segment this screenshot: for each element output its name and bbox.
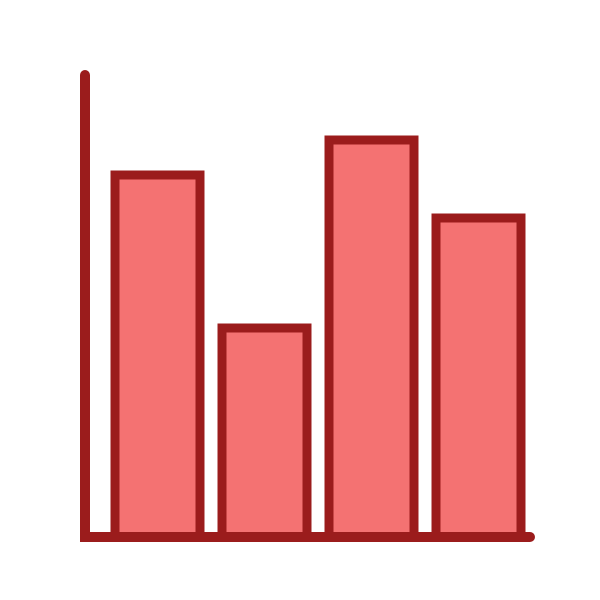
bar-chart-svg bbox=[0, 0, 600, 600]
bar-4 bbox=[436, 218, 521, 537]
bar-2 bbox=[222, 328, 307, 537]
bars-group bbox=[115, 140, 521, 537]
bar-chart-icon bbox=[0, 0, 600, 600]
bar-1 bbox=[115, 175, 200, 537]
bar-3 bbox=[329, 140, 414, 537]
